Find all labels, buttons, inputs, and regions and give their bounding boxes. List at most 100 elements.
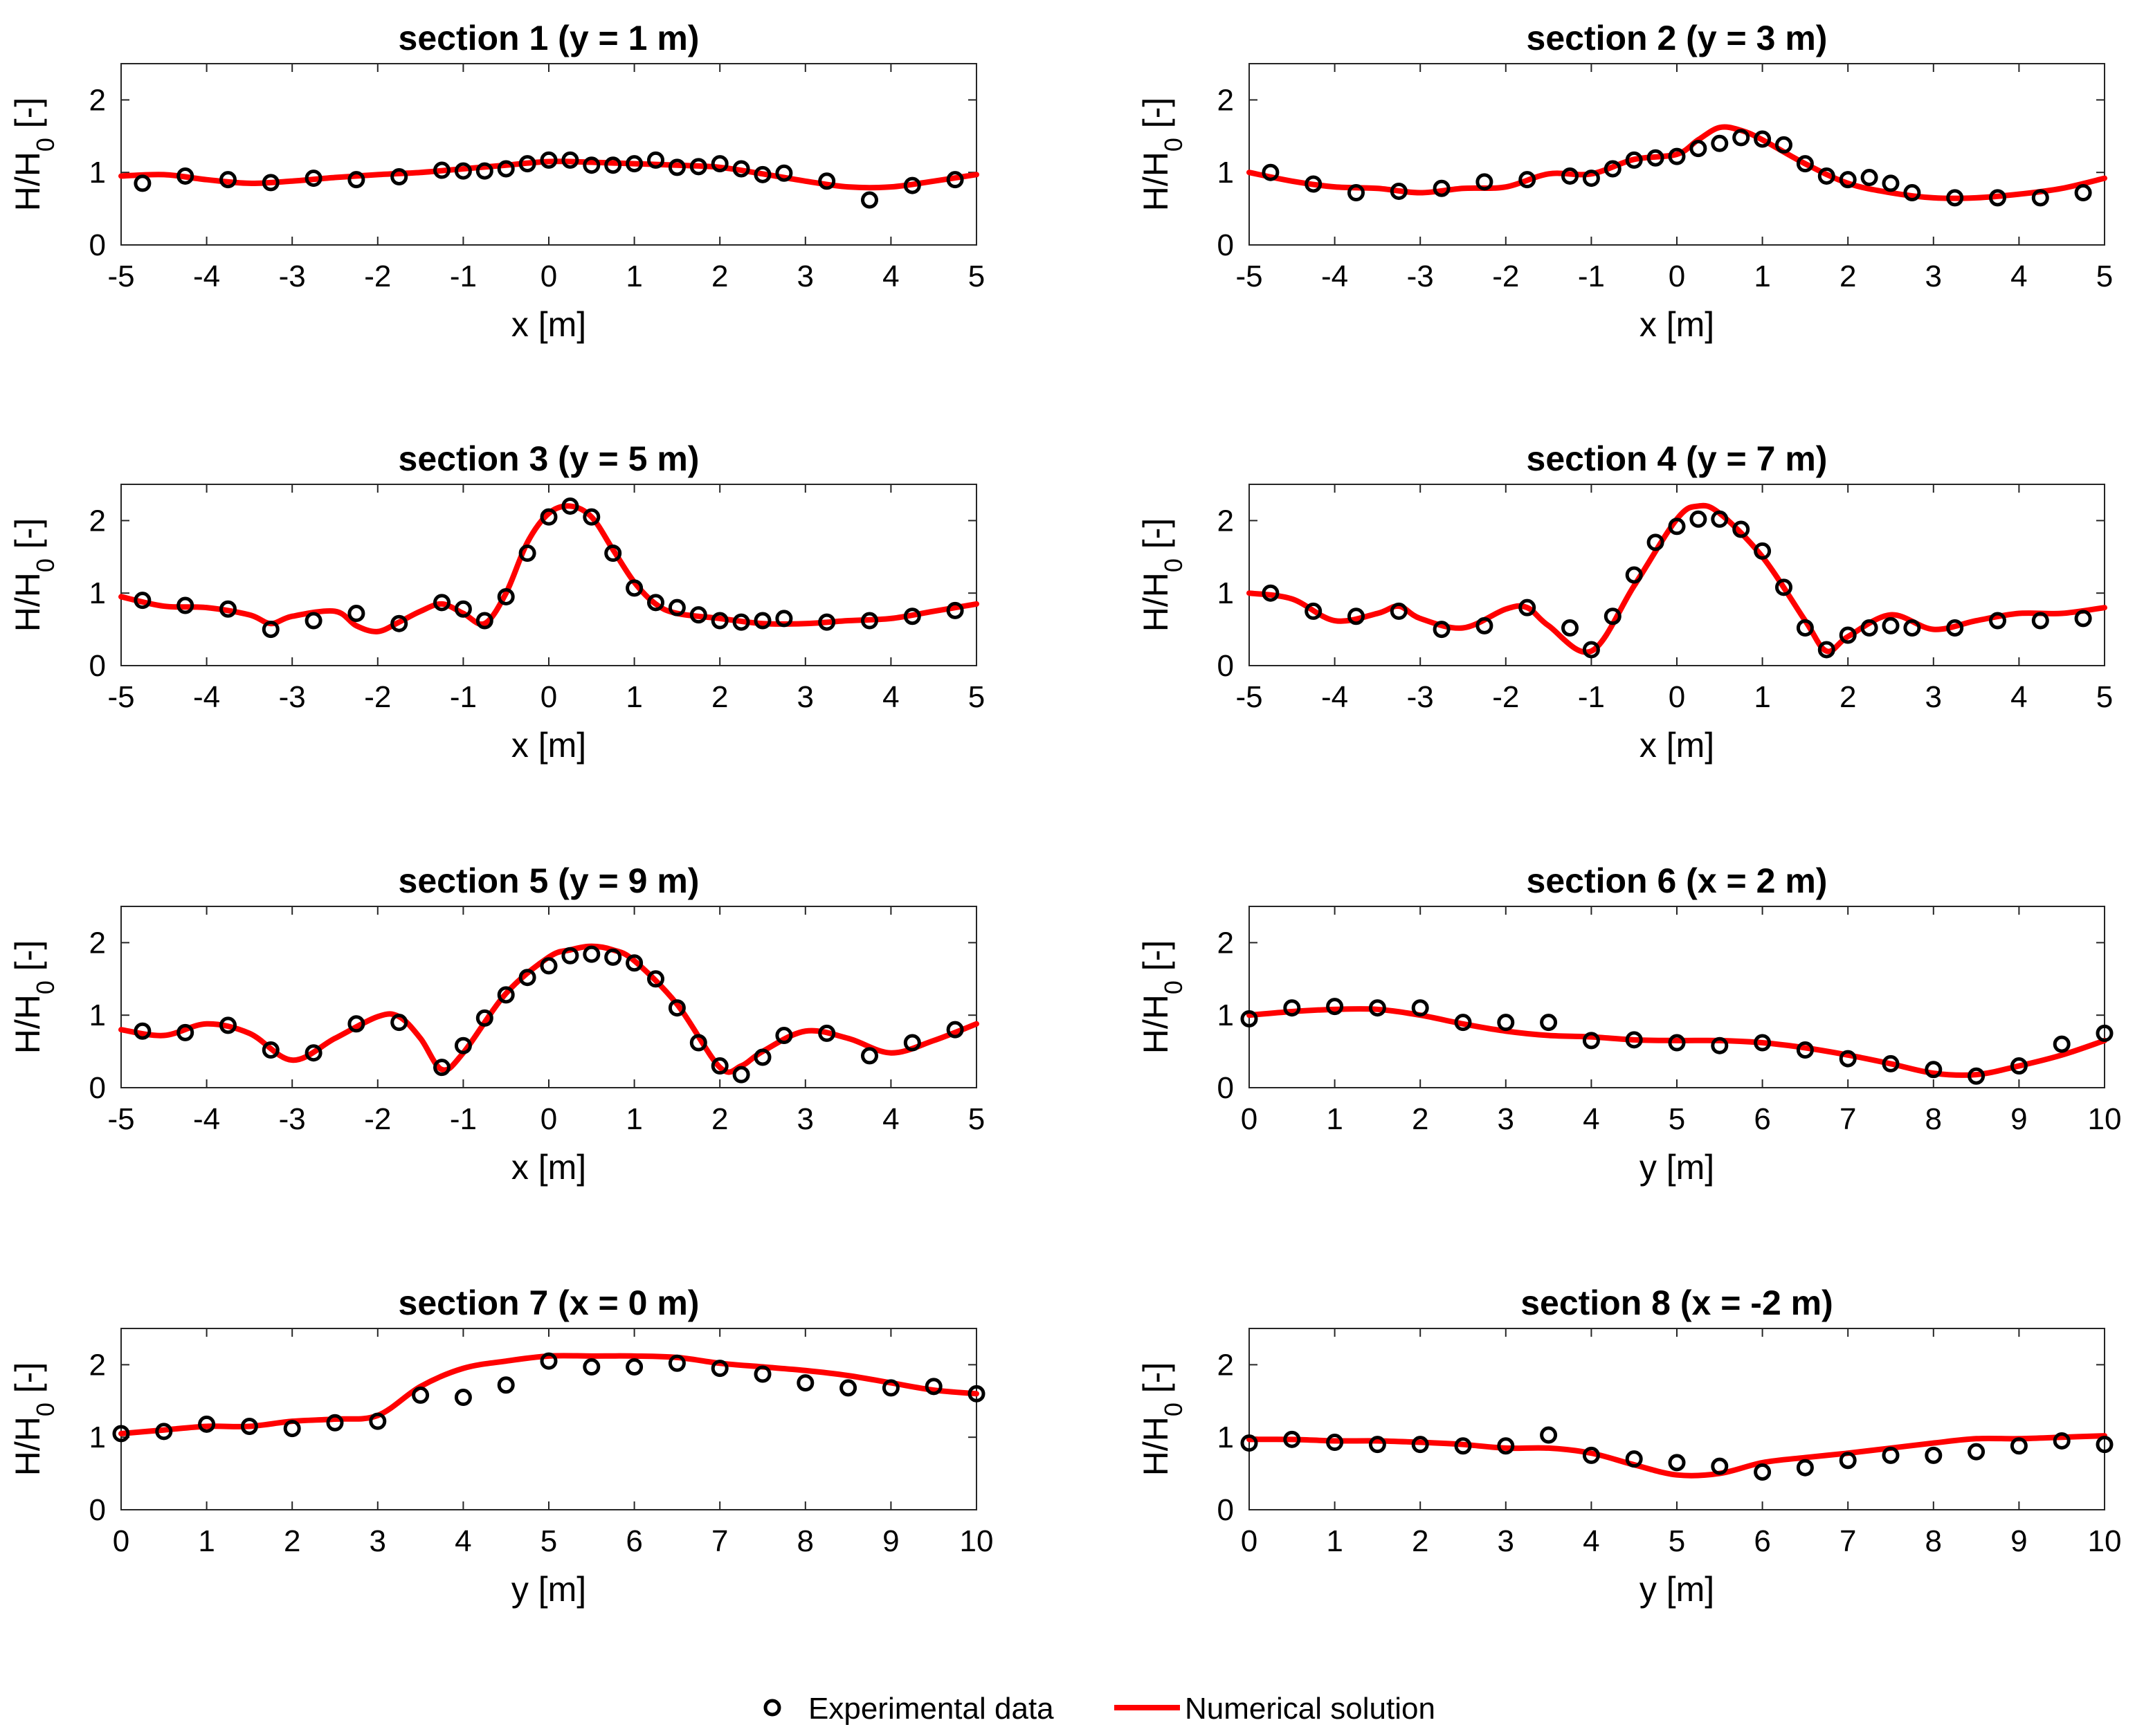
experimental-point [176, 596, 194, 614]
x-tick-label: -5 [107, 680, 134, 714]
y-axis-label: H/H0 [-] [1136, 1362, 1188, 1476]
experimental-point [1689, 140, 1707, 158]
axes-box [120, 906, 977, 1088]
experimental-point [475, 162, 493, 180]
x-tick-label: 5 [1669, 1524, 1685, 1558]
x-axis-label: y [m] [1639, 1570, 1714, 1609]
x-tick-label: 8 [1925, 1102, 1942, 1136]
experimental-point [583, 945, 601, 963]
experimental-point [262, 174, 280, 192]
y-tick-label: 1 [89, 576, 106, 610]
y-tick-label: 0 [1217, 1493, 1234, 1527]
y-tick-label: 1 [1217, 156, 1234, 190]
y-tick-label: 1 [1217, 576, 1234, 610]
experimental-point [1711, 1036, 1729, 1054]
experimental-point [1882, 174, 1900, 192]
experimental-point [1796, 1459, 1814, 1477]
experimental-point [2074, 610, 2092, 628]
experimental-point [433, 1059, 451, 1077]
y-tick-label: 2 [1217, 926, 1234, 960]
experimental-point [1968, 1067, 1986, 1085]
experimental-point [454, 1036, 472, 1054]
experimental-point [1860, 619, 1878, 637]
experimental-point [2096, 1024, 2114, 1042]
y-tick-label: 0 [89, 649, 106, 683]
x-tick-label: 4 [882, 680, 899, 714]
experimental-point [2010, 1437, 2028, 1455]
experimental-point [134, 1022, 152, 1040]
axes-box [1248, 484, 2105, 666]
experimental-point [1711, 510, 1729, 528]
experimental-point [1411, 1436, 1429, 1454]
x-tick-label: 10 [2088, 1102, 2122, 1136]
experimental-point [946, 601, 964, 619]
x-tick-label: 5 [968, 259, 985, 293]
experimental-point [176, 1023, 194, 1041]
experimental-point [1882, 616, 1900, 634]
experimental-point [112, 1425, 130, 1443]
experimental-point [1754, 1034, 1772, 1052]
experimental-point [1433, 179, 1451, 197]
chart-title: section 6 (x = 2 m) [1527, 861, 1828, 900]
x-tick-label: 0 [540, 1102, 557, 1136]
experimental-point [1668, 1454, 1686, 1472]
experimental-point [1582, 1032, 1600, 1050]
experimental-point [1283, 1430, 1301, 1448]
experimental-point [775, 164, 793, 182]
experimental-point [134, 592, 152, 610]
x-tick-label: -3 [279, 1102, 306, 1136]
experimental-point [1839, 1050, 1857, 1068]
chart-title: section 7 (x = 0 m) [399, 1283, 700, 1322]
experimental-point [1989, 189, 2006, 207]
experimental-point [647, 970, 664, 988]
experimental-point [1540, 1426, 1558, 1444]
x-tick-label: 1 [1326, 1102, 1343, 1136]
chart-panel-7: 0 1 2 3 4 5 6 7 8 9 10 0 1 2 section 7 (x = 0 m) y [m] H… [8, 1283, 993, 1609]
y-tick-label: 1 [89, 156, 106, 190]
experimental-point [518, 545, 536, 563]
experimental-point [1882, 1054, 1900, 1072]
x-tick-label: 2 [711, 680, 728, 714]
chart-panel-3: -5 -4 -3 -2 -1 0 1 2 3 4 5 0 1 2 section 3 (y = 5 m) x … [8, 439, 985, 765]
experimental-point [818, 1024, 836, 1042]
experimental-point [775, 610, 793, 628]
x-tick-label: -3 [279, 259, 306, 293]
experimental-point [475, 1009, 493, 1027]
x-tick-label: -4 [193, 680, 220, 714]
experimental-point [219, 171, 237, 189]
experimental-point [390, 167, 408, 185]
experimental-point [1817, 167, 1835, 185]
experimental-point [1754, 1463, 1772, 1481]
experimental-point [1754, 130, 1772, 148]
experimental-point [1903, 619, 1921, 637]
x-tick-label: -5 [107, 259, 134, 293]
y-tick-label: 2 [89, 1348, 106, 1382]
experimental-point [1732, 520, 1750, 538]
experimental-point [390, 614, 408, 632]
chart-title: section 2 (y = 3 m) [1527, 19, 1828, 57]
experimental-point [1882, 1446, 1900, 1464]
experimental-point [1497, 1437, 1515, 1455]
x-tick-label: -4 [1321, 680, 1348, 714]
x-tick-label: 0 [540, 259, 557, 293]
x-tick-label: 4 [455, 1524, 471, 1558]
experimental-point [540, 1352, 558, 1370]
experimental-point [561, 947, 579, 965]
experimental-point [134, 174, 152, 192]
experimental-point [1326, 998, 1344, 1016]
experimental-point [305, 170, 322, 188]
experimental-point [1433, 621, 1451, 639]
x-tick-label: 3 [797, 680, 814, 714]
x-tick-label: -5 [1235, 259, 1262, 293]
experimental-point [219, 600, 237, 618]
experimental-point [1968, 1443, 1986, 1461]
y-tick-label: 1 [1217, 1420, 1234, 1454]
chart-title: section 1 (y = 1 m) [399, 19, 700, 57]
x-tick-label: 8 [797, 1524, 814, 1558]
experimental-point [732, 160, 750, 178]
x-tick-label: -1 [1578, 259, 1605, 293]
x-tick-label: 0 [113, 1524, 129, 1558]
experimental-point [626, 954, 644, 972]
y-tick-label: 0 [89, 1493, 106, 1527]
experimental-point [1754, 542, 1772, 560]
